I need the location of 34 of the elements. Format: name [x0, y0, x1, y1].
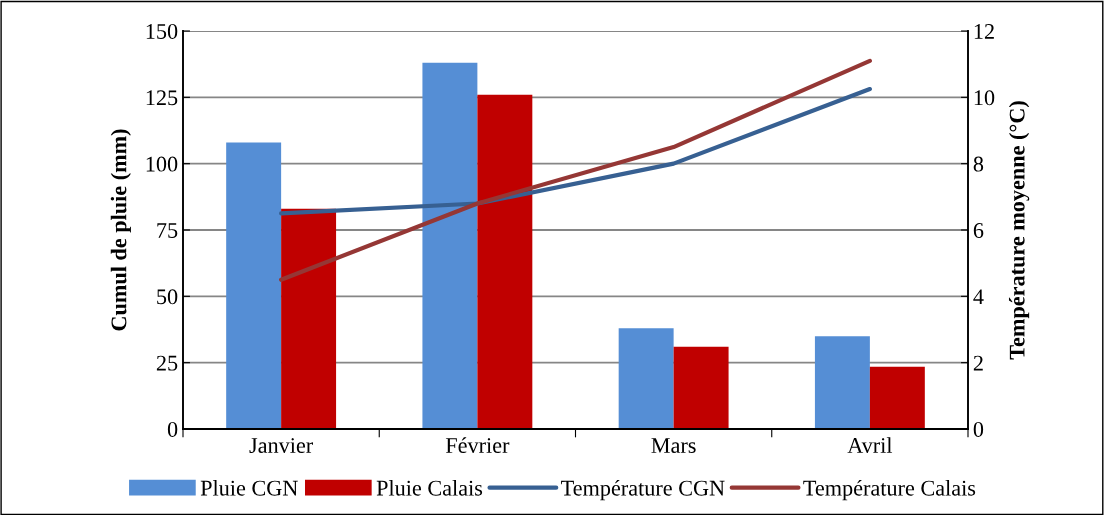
bar [477, 94, 533, 429]
bar [673, 346, 729, 429]
line-series [279, 58, 872, 282]
y2-tick-label: 10 [974, 90, 995, 106]
y2-tick-label: 6 [973, 222, 984, 238]
x-tick-label: Mars [651, 438, 696, 453]
y-tick-label: 100 [146, 156, 178, 172]
y-tick-label: 25 [156, 355, 178, 371]
bar [618, 328, 674, 429]
x-tick-label: Avril [847, 437, 893, 453]
y-axis-title: Cumul de pluie (mm) [110, 129, 131, 331]
y2-axis-title: Température moyenne (°C) [1008, 101, 1030, 360]
bar [869, 366, 925, 429]
y-tick-label: 125 [146, 90, 178, 106]
legend-label: Pluie Calais [376, 480, 483, 496]
y2-tick-label: 12 [974, 23, 994, 39]
y-tick-label: 75 [157, 223, 178, 238]
bar [226, 142, 282, 429]
y2-tick-label: 4 [973, 289, 984, 305]
bar [814, 336, 870, 429]
legend-label: Température Calais [803, 479, 976, 501]
bar [422, 62, 478, 429]
y-tick-label: 50 [157, 289, 178, 305]
y2-tick-label: 2 [973, 355, 983, 371]
y2-tick-label: 8 [973, 156, 984, 172]
y-tick-label: 0 [167, 421, 178, 437]
y2-tick-label: 0 [973, 421, 984, 437]
legend-label: Température CGN [561, 479, 725, 501]
bar [281, 208, 337, 429]
x-tick-label: Février [445, 437, 510, 453]
x-tick-label: Janvier [249, 438, 314, 453]
line-series [279, 86, 872, 216]
legend-label: Pluie CGN [200, 480, 298, 496]
y-tick-label: 150 [146, 23, 178, 39]
